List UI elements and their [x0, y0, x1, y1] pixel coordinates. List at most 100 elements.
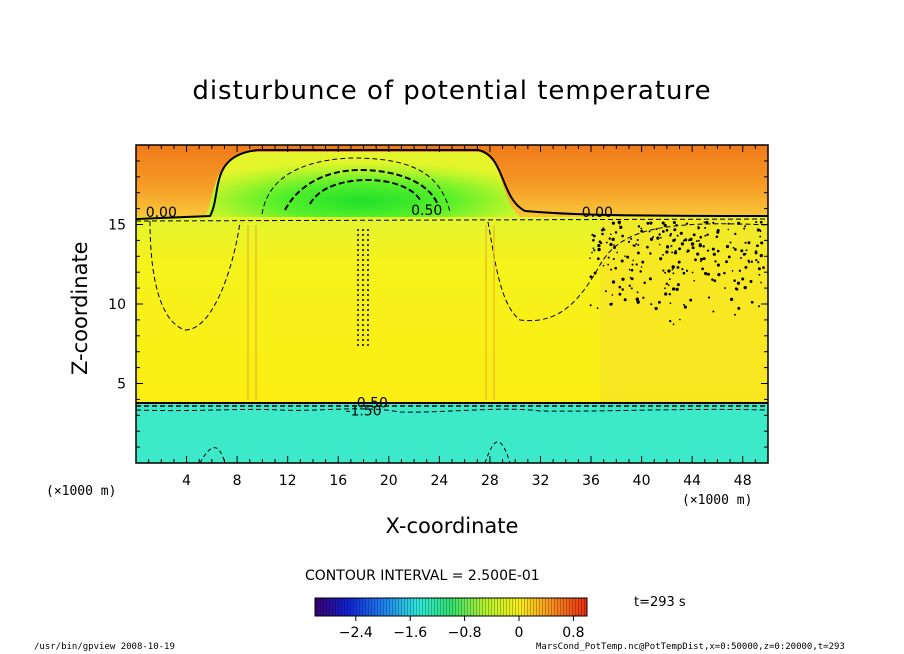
texture-dot: [734, 313, 736, 316]
texture-dot: [671, 287, 676, 291]
texture-dot: [357, 229, 359, 231]
texture-dot: [757, 305, 761, 308]
texture-dot: [662, 253, 664, 256]
colorbar-frame: [314, 597, 588, 617]
texture-dot: [707, 296, 711, 299]
texture-dot: [734, 248, 737, 251]
texture-dot: [735, 288, 739, 291]
texture-dot: [367, 264, 369, 266]
texture-dot: [611, 221, 615, 225]
texture-dot: [592, 247, 595, 250]
colorbar-tick-label: 0.8: [562, 625, 584, 641]
right-region: [600, 218, 768, 403]
texture-dot: [618, 292, 622, 296]
texture-dot: [699, 257, 704, 261]
texture-dot: [357, 244, 359, 246]
texture-dot: [362, 309, 364, 311]
texture-dot: [362, 329, 364, 331]
texture-dot: [608, 237, 611, 240]
texture-dot: [367, 249, 369, 251]
y-tick-label: 5: [117, 377, 126, 393]
texture-dot: [357, 284, 359, 286]
texture-dot: [714, 260, 717, 263]
x-ticks: 4 8 12 16 20 24 28 32 36 40 44 48: [148, 145, 756, 489]
texture-dot: [591, 233, 594, 236]
texture-dot: [362, 344, 364, 346]
texture-dot: [632, 244, 635, 247]
texture-dot: [697, 225, 700, 229]
texture-dot: [724, 287, 727, 289]
texture-dot: [367, 234, 369, 236]
texture-dot: [672, 272, 675, 275]
texture-dot: [661, 221, 665, 225]
texture-dot: [743, 285, 747, 290]
texture-dot: [649, 252, 652, 255]
texture-dot: [623, 298, 627, 302]
texture-dot: [630, 287, 633, 290]
texture-dot: [702, 245, 705, 248]
contour-interval: CONTOUR INTERVAL = 2.500E-01: [305, 568, 540, 584]
texture-dot: [743, 227, 746, 230]
y-tick-label: 10: [108, 297, 126, 313]
texture-dot: [357, 294, 359, 296]
texture-dot: [362, 234, 364, 236]
texture-dot: [367, 239, 369, 241]
texture-dot: [598, 240, 602, 243]
texture-dot: [704, 272, 707, 274]
texture-dot: [619, 225, 623, 229]
texture-dot: [357, 324, 359, 326]
texture-dot: [732, 246, 735, 249]
texture-dot: [609, 302, 613, 306]
texture-dot: [655, 228, 658, 231]
texture-dot: [691, 271, 694, 274]
x-axis-label: X-coordinate: [385, 514, 519, 538]
texture-dot: [754, 250, 758, 253]
texture-dot: [673, 251, 678, 255]
texture-dot: [702, 257, 706, 261]
texture-dot: [357, 234, 359, 236]
texture-dot: [725, 260, 728, 264]
texture-dot: [716, 249, 720, 253]
texture-dot: [596, 307, 599, 310]
texture-dot: [367, 284, 369, 286]
texture-dot: [689, 237, 693, 242]
texture-dot: [367, 269, 369, 271]
texture-dot: [628, 268, 631, 271]
texture-dot: [367, 324, 369, 326]
texture-dot: [759, 220, 763, 224]
texture-dot: [683, 305, 687, 309]
texture-dot: [597, 243, 601, 248]
texture-dot: [662, 269, 665, 272]
texture-dot: [676, 283, 680, 287]
texture-dot: [741, 277, 745, 281]
texture-dot: [636, 251, 640, 255]
texture-dot: [744, 241, 747, 244]
texture-dot: [616, 251, 619, 254]
x-unit-left: (×1000 m): [46, 484, 117, 499]
texture-dot: [367, 289, 369, 291]
texture-dot: [668, 292, 672, 296]
texture-dot: [673, 228, 677, 232]
texture-dot: [758, 273, 761, 276]
texture-dot: [734, 232, 737, 236]
contour-right-loop: [487, 221, 768, 322]
texture-dot: [756, 228, 761, 232]
y-ticks: 5 10 15: [108, 160, 768, 448]
texture-dot: [593, 271, 597, 275]
y-axis-label: Z-coordinate: [68, 241, 92, 375]
texture-dot: [367, 314, 369, 316]
texture-dot: [621, 288, 624, 291]
texture-dot: [592, 238, 595, 242]
texture-dot: [744, 252, 747, 255]
texture-dot: [712, 310, 715, 313]
texture-dot: [648, 277, 652, 281]
texture-dot: [749, 280, 753, 283]
texture-dot: [613, 244, 615, 247]
contour-dome-inner: [309, 178, 421, 205]
x-tick-label: 8: [233, 473, 242, 489]
contour-label: -0.50: [352, 396, 388, 412]
texture-dot: [589, 257, 591, 260]
texture-dot: [681, 267, 684, 271]
x-tick-label: 48: [734, 473, 752, 489]
texture-dot: [636, 291, 639, 294]
